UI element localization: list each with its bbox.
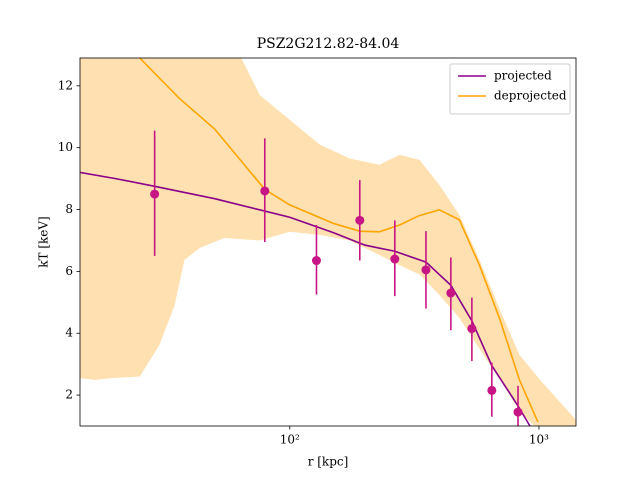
confidence-band [80, 58, 576, 426]
x-axis-label: r [kpc] [308, 455, 349, 469]
y-tick-label: 10 [58, 140, 73, 154]
legend-label: projected [494, 69, 552, 83]
y-tick-label: 4 [65, 326, 73, 340]
y-tick-label: 12 [58, 78, 73, 92]
data-point [487, 385, 497, 395]
y-tick-label: 8 [65, 202, 73, 216]
legend-label: deprojected [494, 89, 567, 103]
y-tick-label: 6 [65, 264, 73, 278]
x-tick-label: 10³ [529, 433, 549, 447]
overlay: 2 4 6 8 10 12 10² 10³ projected deprojected [58, 57, 577, 447]
axes-frame [79, 57, 577, 427]
data-point [513, 407, 523, 417]
y-tick-label: 2 [65, 388, 73, 402]
data-point [260, 186, 270, 196]
line [139, 58, 539, 423]
data-point [421, 265, 431, 275]
data-point [390, 254, 400, 264]
data-point [467, 324, 477, 334]
plot-area [80, 58, 576, 426]
data-point [446, 288, 456, 298]
data-point [311, 256, 321, 266]
line [80, 171, 531, 426]
x-tick-label: 10² [280, 433, 300, 447]
y-axis-label: kT [keV] [37, 216, 51, 268]
data-point [150, 189, 160, 199]
data-point [355, 215, 365, 225]
chart-title: PSZ2G212.82-84.04 [257, 36, 400, 52]
